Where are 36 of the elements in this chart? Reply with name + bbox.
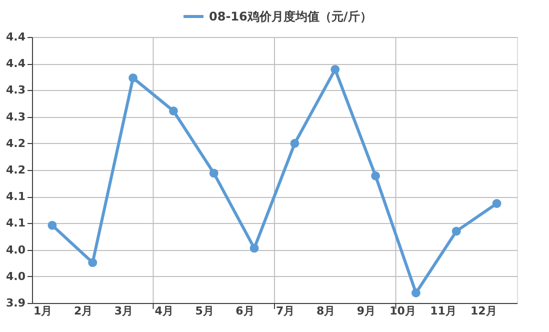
y-tick-label: 4.3 [6,110,26,124]
legend-label: 08-16鸡价月度均值（元/斤） [209,10,372,24]
y-tick-label: 4.3 [6,84,26,97]
y-tick-label: 4.0 [6,243,26,256]
x-tick-label: 3月 [114,304,134,318]
point [209,168,218,178]
point [250,244,259,253]
point [371,171,380,180]
x-tick-label: 7月 [276,304,295,318]
point [128,74,138,82]
x-tick-label: 9月 [356,304,376,318]
y-tick-label: 4.2 [6,136,26,150]
point [168,106,178,116]
y-tick-label: 4.1 [6,216,26,230]
x-tick-label: 10月 [390,304,416,318]
point [290,138,300,148]
point [492,199,502,208]
point [411,288,420,298]
point [330,64,340,74]
point [88,258,98,268]
x-tick-label: 6月 [236,304,254,318]
x-tick-label: 8月 [316,304,336,318]
point [452,226,461,236]
x-tick-label: 12月 [470,304,497,318]
x-tick-label: 2月 [74,304,93,318]
y-tick-label: 4.2 [6,164,26,176]
x-tick-label: 5月 [195,304,214,318]
y-tick-label: 3.9 [6,296,26,310]
y-tick-label: 4.4 [6,57,26,70]
y-tick-label: 4.4 [6,30,26,44]
y-tick-label: 4.1 [6,190,26,204]
x-tick-label: 1月 [34,304,52,318]
x-tick-label: 4月 [154,304,174,318]
x-tick-label: 11月 [430,304,456,318]
y-tick-label: 4.0 [6,270,26,283]
point [48,220,57,230]
